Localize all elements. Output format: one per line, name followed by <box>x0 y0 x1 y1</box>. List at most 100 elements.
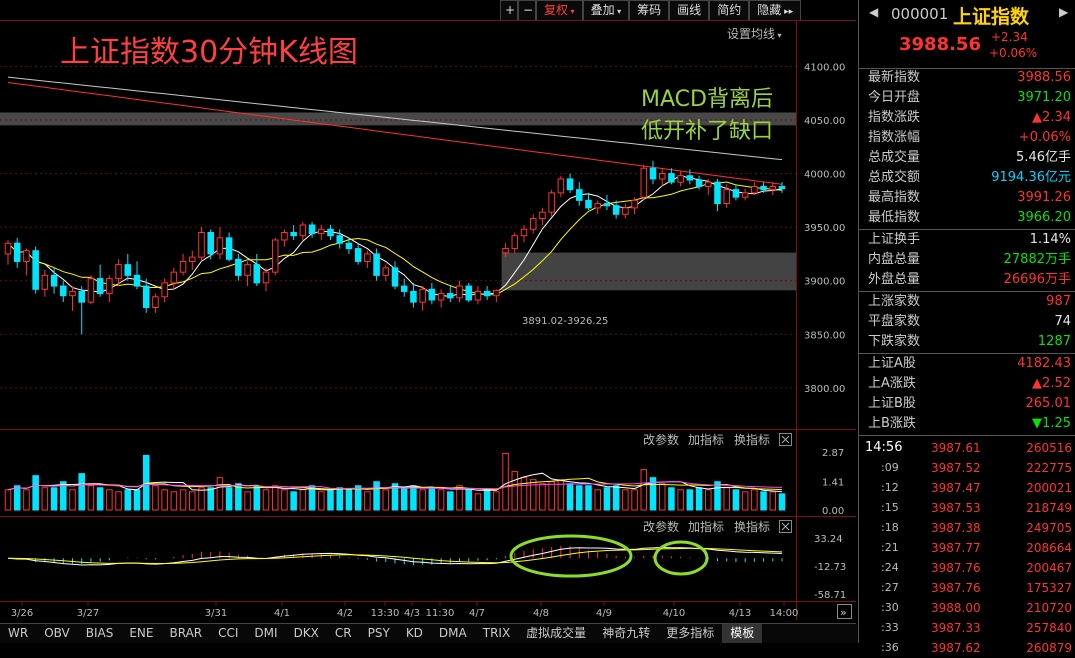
candle-body <box>557 178 565 194</box>
volume-bar <box>318 491 325 511</box>
stat-label: 上证换手 <box>868 232 921 247</box>
tick-volume: 175327 <box>1026 581 1072 595</box>
indicator-tab[interactable]: DMI <box>254 626 278 640</box>
scroll-right-icon[interactable]: » <box>837 604 852 620</box>
stat-value: +0.06% <box>1018 130 1071 145</box>
candle <box>493 289 500 303</box>
tick-time: :12 <box>881 481 899 494</box>
x-axis-label: 4/8 <box>533 608 549 619</box>
close-icon[interactable] <box>779 520 792 533</box>
indicator-tab[interactable]: CCI <box>218 626 239 640</box>
ma-settings-button[interactable]: 设置均线 ▾ <box>727 27 782 41</box>
volume-axis-label: 0.00 <box>822 506 844 517</box>
candle <box>576 182 583 206</box>
draw-line-button[interactable]: 画线 <box>669 0 710 21</box>
candle <box>13 237 21 268</box>
candle <box>124 253 132 281</box>
indicator-tab[interactable]: DMA <box>438 626 467 640</box>
indicator-tab[interactable]: 模板 <box>722 624 763 643</box>
double-chevron-right-icon: ▸▸ <box>781 7 794 17</box>
candle <box>529 214 537 234</box>
indicator-tab[interactable]: KD <box>405 626 423 640</box>
volume-bar <box>705 489 712 511</box>
indicator-tab[interactable]: OBV <box>44 626 70 640</box>
stat-label: 最低指数 <box>868 210 921 225</box>
macd-change-params-button[interactable]: 改参数 <box>643 519 679 534</box>
candle-body <box>677 175 684 183</box>
stock-code: 000001 <box>891 5 949 23</box>
indicator-tab[interactable]: 神奇九转 <box>602 626 651 640</box>
vol-add-indicator-button[interactable]: 加指标 <box>688 432 724 447</box>
vol-switch-indicator-button[interactable]: 换指标 <box>734 432 770 447</box>
macd-switch-indicator-button[interactable]: 换指标 <box>734 519 770 534</box>
candle-body <box>760 185 767 191</box>
indicator-tab[interactable]: ENE <box>129 626 154 640</box>
kline-chart[interactable]: 2.87 1.41 0.00 33.24 -12.73 -58.71 4100.00 40… <box>0 20 856 624</box>
candle <box>290 225 297 240</box>
prev-stock-icon[interactable]: ◀ <box>869 5 879 19</box>
candle <box>760 182 767 193</box>
stat-value: 27882万手 <box>1003 252 1071 267</box>
candle <box>686 169 694 185</box>
hide-button[interactable]: 隐藏 ▸▸ <box>749 0 802 21</box>
candle <box>391 261 399 290</box>
candle <box>179 253 187 276</box>
stat-row: 平盘家数 74 <box>865 312 1073 332</box>
zoom-in-button[interactable]: + <box>500 0 518 21</box>
candle <box>539 207 546 225</box>
indicator-tab[interactable]: BIAS <box>85 626 114 640</box>
x-axis-label: 4/7 <box>469 608 485 619</box>
candle-body <box>133 274 141 287</box>
indicator-tab[interactable]: CR <box>334 626 352 640</box>
volume-bar <box>364 491 371 511</box>
candle <box>612 200 620 219</box>
candle-body <box>235 258 242 276</box>
indicator-tab[interactable]: 更多指标 <box>666 626 715 640</box>
volume-bar <box>106 489 113 511</box>
candle-body <box>364 253 371 262</box>
candle-body <box>511 235 519 250</box>
tick-price: 3987.77 <box>931 541 981 555</box>
candle <box>751 182 758 195</box>
candle-body <box>437 293 445 301</box>
candle-body <box>78 290 85 303</box>
next-stock-icon[interactable]: ▶ <box>1059 5 1069 19</box>
zoom-out-button[interactable]: − <box>518 0 536 21</box>
stat-value: 265.01 <box>1025 396 1072 411</box>
indicator-tab[interactable]: WR <box>8 626 29 640</box>
candle <box>32 246 39 294</box>
chips-button[interactable]: 筹码 <box>629 0 670 21</box>
indicator-tab[interactable]: PSY <box>367 626 390 640</box>
simple-button[interactable]: 简约 <box>709 0 750 21</box>
tick-time: :30 <box>881 601 899 614</box>
stat-label: 上涨家数 <box>868 294 921 309</box>
stat-label: 上B涨跌 <box>868 416 916 431</box>
stat-row: 指数涨跌 ▲2.34 <box>865 108 1073 128</box>
candle <box>400 278 408 297</box>
candle <box>705 178 712 195</box>
macd-add-indicator-button[interactable]: 加指标 <box>688 519 724 534</box>
volume-bar <box>336 487 343 511</box>
volume-bar <box>529 479 537 511</box>
indicator-tab[interactable]: DKX <box>293 626 319 640</box>
tick-price: 3987.61 <box>931 441 981 455</box>
indicator-tab[interactable]: 虚拟成交量 <box>526 626 587 640</box>
x-axis-label: 4/9 <box>596 608 612 619</box>
close-icon[interactable] <box>779 433 792 446</box>
candle <box>677 171 684 187</box>
annotation-line-1: MACD背离后 <box>641 87 773 112</box>
candle <box>198 227 205 262</box>
candle-body <box>603 203 611 207</box>
volume-bar <box>299 489 307 511</box>
candle-body <box>207 232 214 255</box>
indicator-tab[interactable]: BRAR <box>169 626 203 640</box>
candle-body <box>290 232 297 237</box>
tick-price: 3987.53 <box>931 501 981 515</box>
overlay-button[interactable]: 叠加 ▾ <box>582 0 630 21</box>
volume-bar <box>566 483 574 511</box>
indicator-tab[interactable]: TRIX <box>482 626 511 640</box>
vol-change-params-button[interactable]: 改参数 <box>643 432 679 447</box>
volume-axis-label: 2.87 <box>822 448 844 459</box>
stat-label: 下跌家数 <box>868 334 921 349</box>
fuquan-button[interactable]: 复权 ▾ <box>536 0 583 21</box>
